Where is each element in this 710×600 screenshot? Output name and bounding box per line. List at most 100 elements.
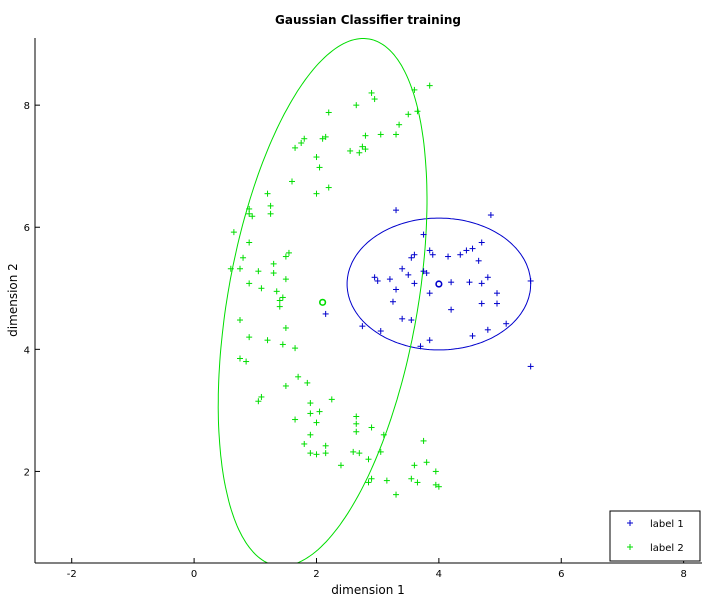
point-label-2: [267, 210, 274, 217]
point-label-2: [276, 297, 283, 304]
point-label-1: [484, 274, 491, 281]
point-label-1: [426, 337, 433, 344]
point-label-2: [322, 442, 329, 449]
point-label-2: [377, 131, 384, 138]
point-label-2: [411, 462, 418, 469]
point-label-2: [405, 111, 412, 118]
point-label-2: [420, 437, 427, 444]
legend-label-label-1: label 1: [650, 519, 684, 530]
point-label-1: [478, 280, 485, 287]
point-label-2: [264, 190, 271, 197]
point-label-2: [408, 475, 415, 482]
point-label-2: [325, 109, 332, 116]
covariance-ellipses: [217, 38, 532, 563]
point-label-2: [282, 253, 289, 260]
y-tick-label: 2: [24, 467, 30, 478]
point-label-2: [282, 324, 289, 331]
point-label-1: [420, 231, 427, 238]
data-points: [227, 82, 534, 498]
point-label-2: [353, 428, 360, 435]
point-label-2: [313, 154, 320, 161]
point-label-1: [322, 310, 329, 317]
point-label-2: [307, 400, 314, 407]
point-label-1: [494, 290, 501, 297]
point-label-2: [432, 481, 439, 488]
mean-label-1: [435, 280, 443, 288]
point-label-2: [264, 337, 271, 344]
point-label-1: [484, 326, 491, 333]
point-label-2: [255, 398, 262, 405]
point-label-1: [466, 279, 473, 286]
point-label-2: [432, 468, 439, 475]
point-label-2: [246, 210, 253, 217]
point-label-2: [313, 419, 320, 426]
y-ticks: 2 4 6 8: [24, 101, 40, 478]
point-label-2: [255, 268, 262, 275]
x-tick-label: 2: [313, 569, 319, 580]
point-label-2: [313, 190, 320, 197]
legend-label-label-2: label 2: [650, 543, 684, 554]
point-label-2: [353, 102, 360, 109]
point-label-1: [503, 320, 510, 327]
point-label-2: [347, 147, 354, 154]
point-label-2: [368, 89, 375, 96]
class-means: [319, 280, 443, 306]
legend-marker-label-1: [627, 520, 633, 526]
point-label-2: [353, 420, 360, 427]
point-label-2: [316, 408, 323, 415]
point-label-2: [282, 382, 289, 389]
point-label-2: [292, 144, 299, 151]
point-label-2: [322, 450, 329, 457]
point-label-1: [448, 306, 455, 313]
point-label-2: [301, 440, 308, 447]
ellipse-label-2: [217, 38, 428, 563]
point-label-1: [411, 251, 418, 258]
point-label-1: [359, 323, 366, 330]
point-label-2: [325, 184, 332, 191]
point-label-2: [414, 479, 421, 486]
x-tick-label: 6: [558, 569, 564, 580]
point-label-2: [365, 456, 372, 463]
point-label-2: [435, 483, 442, 490]
point-label-2: [307, 450, 314, 457]
point-label-2: [359, 143, 366, 150]
point-label-2: [362, 132, 369, 139]
point-label-2: [350, 448, 357, 455]
point-label-2: [328, 396, 335, 403]
point-label-2: [316, 164, 323, 171]
point-label-2: [301, 135, 308, 142]
point-label-2: [227, 265, 234, 272]
point-label-1: [426, 247, 433, 254]
legend-box: [609, 510, 701, 562]
point-label-2: [304, 379, 311, 386]
point-label-2: [414, 108, 421, 115]
x-tick-label: 8: [680, 569, 686, 580]
point-label-1: [417, 343, 424, 350]
point-label-2: [396, 121, 403, 128]
point-label-2: [307, 410, 314, 417]
ellipse-label-1: [346, 217, 532, 351]
point-label-2: [362, 146, 369, 153]
point-label-2: [380, 431, 387, 438]
point-label-2: [322, 133, 329, 140]
point-label-1: [408, 254, 415, 261]
x-tick-label: 4: [436, 569, 442, 580]
point-label-2: [246, 334, 253, 341]
point-label-2: [307, 431, 314, 438]
point-label-2: [337, 462, 344, 469]
point-label-2: [285, 249, 292, 256]
point-label-2: [319, 135, 326, 142]
point-label-1: [399, 315, 406, 322]
point-label-2: [292, 345, 299, 352]
y-tick-label: 8: [24, 101, 30, 112]
point-label-2: [377, 448, 384, 455]
point-label-1: [478, 239, 485, 246]
point-label-1: [527, 277, 534, 284]
point-label-2: [353, 413, 360, 420]
point-label-1: [371, 274, 378, 281]
point-label-1: [393, 286, 400, 293]
x-ticks: -2 0 2 4 6 8: [67, 558, 687, 580]
point-label-2: [246, 239, 253, 246]
point-label-1: [377, 328, 384, 335]
